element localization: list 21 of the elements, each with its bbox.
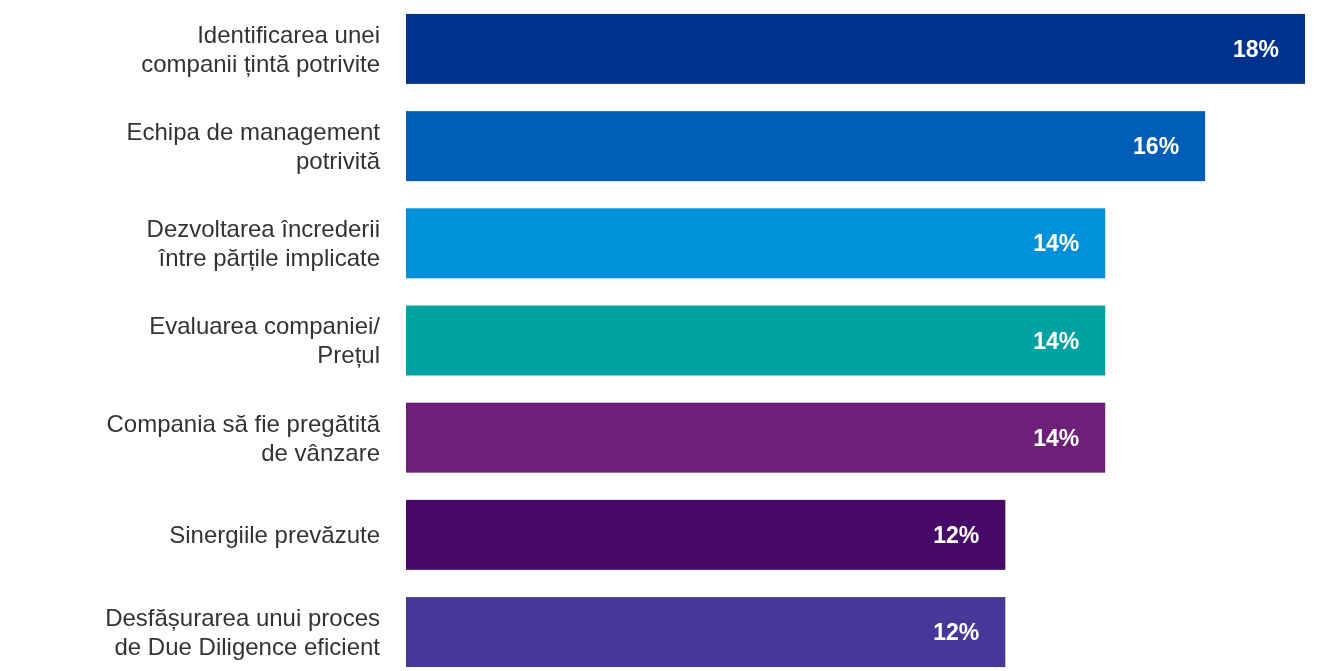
data-label: 12% <box>933 521 980 548</box>
data-label: 14% <box>1033 230 1080 257</box>
bar <box>406 208 1106 279</box>
bar <box>406 402 1106 473</box>
y-tick-label: Compania să fie pregătită de vânzare <box>106 409 381 466</box>
bar <box>406 111 1206 182</box>
bar <box>406 13 1305 84</box>
y-tick-label: Echipa de management potrivită <box>126 118 381 175</box>
y-tick-label: Dezvoltarea încrederii între părțile implicate <box>146 215 380 272</box>
bar <box>406 305 1106 376</box>
bar <box>406 499 1006 570</box>
data-label: 16% <box>1133 133 1180 160</box>
y-tick-label: Desfășurarea unui proces de Due Diligence eficient <box>105 603 381 660</box>
data-label: 12% <box>933 619 980 646</box>
y-tick-label: Identificarea unei companii țintă potrivite <box>141 20 380 77</box>
data-label: 14% <box>1033 327 1080 354</box>
y-tick-label: Sinergiile prevăzute <box>169 521 380 549</box>
data-label: 18% <box>1232 35 1279 62</box>
bar <box>406 597 1006 668</box>
y-tick-label: Evaluarea companiei/ Prețul <box>149 312 381 369</box>
data-label: 14% <box>1033 424 1080 451</box>
